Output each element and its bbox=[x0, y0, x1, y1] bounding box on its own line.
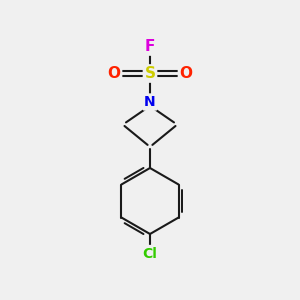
Text: F: F bbox=[145, 39, 155, 54]
Text: O: O bbox=[107, 66, 121, 81]
Text: O: O bbox=[179, 66, 193, 81]
Text: S: S bbox=[145, 66, 155, 81]
Text: N: N bbox=[144, 95, 156, 109]
Text: Cl: Cl bbox=[142, 247, 158, 260]
